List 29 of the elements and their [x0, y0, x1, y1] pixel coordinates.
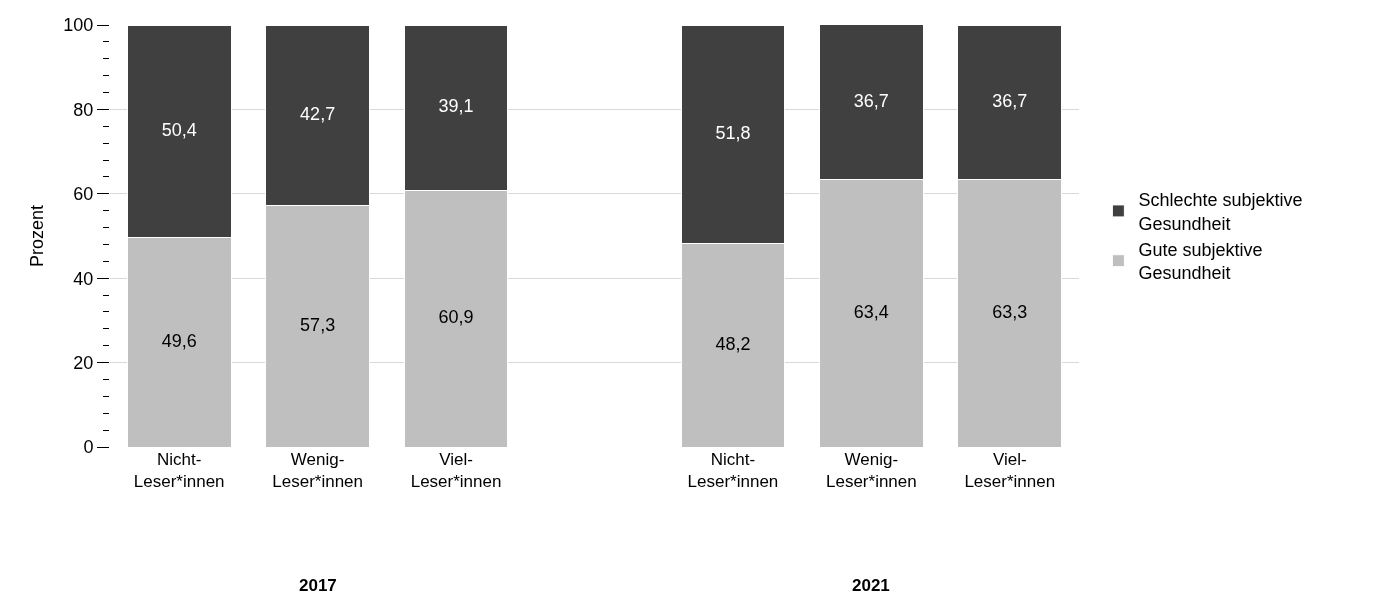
text: 2021 [852, 576, 890, 595]
x-tick-label: Wenig- Leser*innen [272, 450, 364, 492]
legend-label: Schlechte subjektive Gesundheit [1138, 190, 1303, 234]
legend-label: Gute subjektive Gesundheit [1138, 240, 1263, 284]
data-label: 57,3 [300, 314, 336, 335]
x-tick-label: Nicht- Leser*innen [687, 450, 779, 492]
data-label: 42,7 [300, 103, 336, 124]
x-tick-label: Wenig- Leser*innen [825, 450, 917, 492]
y-tick-label: 20 [73, 352, 94, 373]
y-tick-label: 80 [73, 99, 94, 120]
y-tick-label: 0 [83, 437, 94, 458]
data-label: 48,2 [715, 333, 751, 354]
y-tick-label: 60 [73, 184, 94, 205]
data-label: 39,1 [438, 96, 474, 116]
data-label: 63,3 [992, 301, 1028, 322]
data-label: 51,8 [715, 122, 751, 143]
data-label: 49,6 [161, 330, 197, 351]
data-label: 50,4 [161, 119, 197, 140]
y-axis-title: Prozent [26, 204, 47, 268]
x-tick-label: Viel- Leser*innen [410, 450, 502, 492]
data-label: 63,4 [853, 301, 889, 322]
x-tick-label: Viel- Leser*innen [964, 450, 1056, 492]
text: 2017 [299, 576, 337, 595]
x-tick-label: Nicht- Leser*innen [133, 450, 225, 492]
data-label: 60,9 [438, 307, 474, 327]
data-label: 36,7 [992, 90, 1028, 111]
data-label: 36,7 [853, 90, 889, 111]
y-tick-label: 100 [63, 15, 94, 36]
y-tick-label: 40 [73, 268, 94, 289]
